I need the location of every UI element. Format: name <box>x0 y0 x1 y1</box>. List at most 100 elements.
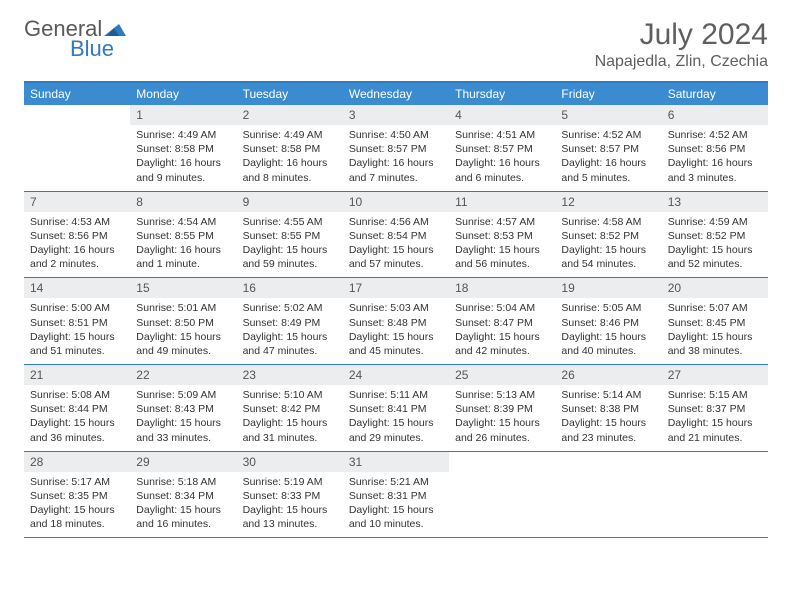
day-details: Sunrise: 5:02 AMSunset: 8:49 PMDaylight:… <box>237 298 343 364</box>
day-details: Sunrise: 4:59 AMSunset: 8:52 PMDaylight:… <box>662 212 768 278</box>
day-header: Wednesday <box>343 82 449 105</box>
calendar-cell: 31Sunrise: 5:21 AMSunset: 8:31 PMDayligh… <box>343 451 449 538</box>
day-number: 6 <box>662 105 768 125</box>
day-details: Sunrise: 5:07 AMSunset: 8:45 PMDaylight:… <box>662 298 768 364</box>
day-details: Sunrise: 4:54 AMSunset: 8:55 PMDaylight:… <box>130 212 236 278</box>
calendar-cell: 27Sunrise: 5:15 AMSunset: 8:37 PMDayligh… <box>662 365 768 452</box>
calendar-cell: 23Sunrise: 5:10 AMSunset: 8:42 PMDayligh… <box>237 365 343 452</box>
day-header: Sunday <box>24 82 130 105</box>
month-title: July 2024 <box>595 18 768 51</box>
day-number: 22 <box>130 365 236 385</box>
calendar-cell: 18Sunrise: 5:04 AMSunset: 8:47 PMDayligh… <box>449 278 555 365</box>
day-header: Friday <box>555 82 661 105</box>
day-details: Sunrise: 5:05 AMSunset: 8:46 PMDaylight:… <box>555 298 661 364</box>
day-details: Sunrise: 4:51 AMSunset: 8:57 PMDaylight:… <box>449 125 555 191</box>
day-details: Sunrise: 4:52 AMSunset: 8:57 PMDaylight:… <box>555 125 661 191</box>
calendar-cell: 12Sunrise: 4:58 AMSunset: 8:52 PMDayligh… <box>555 191 661 278</box>
day-number: 19 <box>555 278 661 298</box>
day-details: Sunrise: 4:58 AMSunset: 8:52 PMDaylight:… <box>555 212 661 278</box>
day-number: 31 <box>343 452 449 472</box>
day-details: Sunrise: 5:19 AMSunset: 8:33 PMDaylight:… <box>237 472 343 538</box>
calendar-cell: 16Sunrise: 5:02 AMSunset: 8:49 PMDayligh… <box>237 278 343 365</box>
calendar-cell: 11Sunrise: 4:57 AMSunset: 8:53 PMDayligh… <box>449 191 555 278</box>
day-details: Sunrise: 5:13 AMSunset: 8:39 PMDaylight:… <box>449 385 555 451</box>
day-details: Sunrise: 5:00 AMSunset: 8:51 PMDaylight:… <box>24 298 130 364</box>
day-number: 18 <box>449 278 555 298</box>
day-number: 28 <box>24 452 130 472</box>
calendar-cell-empty <box>662 451 768 538</box>
day-details: Sunrise: 5:17 AMSunset: 8:35 PMDaylight:… <box>24 472 130 538</box>
day-number: 9 <box>237 192 343 212</box>
day-details: Sunrise: 5:18 AMSunset: 8:34 PMDaylight:… <box>130 472 236 538</box>
day-details: Sunrise: 5:15 AMSunset: 8:37 PMDaylight:… <box>662 385 768 451</box>
day-number: 17 <box>343 278 449 298</box>
day-details: Sunrise: 4:52 AMSunset: 8:56 PMDaylight:… <box>662 125 768 191</box>
calendar-cell: 24Sunrise: 5:11 AMSunset: 8:41 PMDayligh… <box>343 365 449 452</box>
day-number: 20 <box>662 278 768 298</box>
day-number: 16 <box>237 278 343 298</box>
day-number: 29 <box>130 452 236 472</box>
day-number: 5 <box>555 105 661 125</box>
day-number: 24 <box>343 365 449 385</box>
calendar-cell: 5Sunrise: 4:52 AMSunset: 8:57 PMDaylight… <box>555 105 661 191</box>
day-number: 27 <box>662 365 768 385</box>
calendar-row: 21Sunrise: 5:08 AMSunset: 8:44 PMDayligh… <box>24 365 768 452</box>
calendar-cell: 3Sunrise: 4:50 AMSunset: 8:57 PMDaylight… <box>343 105 449 191</box>
day-details: Sunrise: 4:56 AMSunset: 8:54 PMDaylight:… <box>343 212 449 278</box>
calendar-cell-empty <box>555 451 661 538</box>
calendar-cell: 19Sunrise: 5:05 AMSunset: 8:46 PMDayligh… <box>555 278 661 365</box>
calendar-row: 7Sunrise: 4:53 AMSunset: 8:56 PMDaylight… <box>24 191 768 278</box>
day-details: Sunrise: 4:53 AMSunset: 8:56 PMDaylight:… <box>24 212 130 278</box>
calendar-cell: 9Sunrise: 4:55 AMSunset: 8:55 PMDaylight… <box>237 191 343 278</box>
location-subtitle: Napajedla, Zlin, Czechia <box>595 53 768 71</box>
calendar-cell: 10Sunrise: 4:56 AMSunset: 8:54 PMDayligh… <box>343 191 449 278</box>
day-details: Sunrise: 4:50 AMSunset: 8:57 PMDaylight:… <box>343 125 449 191</box>
calendar-cell: 25Sunrise: 5:13 AMSunset: 8:39 PMDayligh… <box>449 365 555 452</box>
day-details: Sunrise: 5:09 AMSunset: 8:43 PMDaylight:… <box>130 385 236 451</box>
calendar-cell: 30Sunrise: 5:19 AMSunset: 8:33 PMDayligh… <box>237 451 343 538</box>
day-details: Sunrise: 5:01 AMSunset: 8:50 PMDaylight:… <box>130 298 236 364</box>
day-details: Sunrise: 5:04 AMSunset: 8:47 PMDaylight:… <box>449 298 555 364</box>
day-number: 8 <box>130 192 236 212</box>
calendar-row: 1Sunrise: 4:49 AMSunset: 8:58 PMDaylight… <box>24 105 768 191</box>
calendar-cell: 7Sunrise: 4:53 AMSunset: 8:56 PMDaylight… <box>24 191 130 278</box>
day-details: Sunrise: 5:03 AMSunset: 8:48 PMDaylight:… <box>343 298 449 364</box>
calendar-cell: 4Sunrise: 4:51 AMSunset: 8:57 PMDaylight… <box>449 105 555 191</box>
page-header: GeneralBlue July 2024 Napajedla, Zlin, C… <box>24 18 768 71</box>
day-number: 21 <box>24 365 130 385</box>
day-number: 25 <box>449 365 555 385</box>
calendar-cell: 26Sunrise: 5:14 AMSunset: 8:38 PMDayligh… <box>555 365 661 452</box>
day-number: 26 <box>555 365 661 385</box>
day-details: Sunrise: 5:14 AMSunset: 8:38 PMDaylight:… <box>555 385 661 451</box>
day-number: 30 <box>237 452 343 472</box>
calendar-cell: 28Sunrise: 5:17 AMSunset: 8:35 PMDayligh… <box>24 451 130 538</box>
day-number: 11 <box>449 192 555 212</box>
day-number: 23 <box>237 365 343 385</box>
calendar-cell-empty <box>24 105 130 191</box>
calendar-row: 14Sunrise: 5:00 AMSunset: 8:51 PMDayligh… <box>24 278 768 365</box>
brand-part2: Blue <box>24 38 126 60</box>
calendar-cell: 22Sunrise: 5:09 AMSunset: 8:43 PMDayligh… <box>130 365 236 452</box>
calendar-cell: 29Sunrise: 5:18 AMSunset: 8:34 PMDayligh… <box>130 451 236 538</box>
calendar-cell: 17Sunrise: 5:03 AMSunset: 8:48 PMDayligh… <box>343 278 449 365</box>
calendar-cell: 1Sunrise: 4:49 AMSunset: 8:58 PMDaylight… <box>130 105 236 191</box>
day-number: 2 <box>237 105 343 125</box>
day-number: 10 <box>343 192 449 212</box>
day-number: 13 <box>662 192 768 212</box>
day-details: Sunrise: 5:10 AMSunset: 8:42 PMDaylight:… <box>237 385 343 451</box>
day-details: Sunrise: 4:49 AMSunset: 8:58 PMDaylight:… <box>237 125 343 191</box>
calendar-body: 1Sunrise: 4:49 AMSunset: 8:58 PMDaylight… <box>24 105 768 538</box>
day-number: 15 <box>130 278 236 298</box>
day-number: 7 <box>24 192 130 212</box>
day-details: Sunrise: 4:57 AMSunset: 8:53 PMDaylight:… <box>449 212 555 278</box>
day-number: 14 <box>24 278 130 298</box>
day-number: 1 <box>130 105 236 125</box>
calendar-cell: 6Sunrise: 4:52 AMSunset: 8:56 PMDaylight… <box>662 105 768 191</box>
calendar-header-row: SundayMondayTuesdayWednesdayThursdayFrid… <box>24 82 768 105</box>
calendar-cell: 14Sunrise: 5:00 AMSunset: 8:51 PMDayligh… <box>24 278 130 365</box>
title-block: July 2024 Napajedla, Zlin, Czechia <box>595 18 768 71</box>
day-details: Sunrise: 4:49 AMSunset: 8:58 PMDaylight:… <box>130 125 236 191</box>
day-details: Sunrise: 4:55 AMSunset: 8:55 PMDaylight:… <box>237 212 343 278</box>
calendar-cell: 21Sunrise: 5:08 AMSunset: 8:44 PMDayligh… <box>24 365 130 452</box>
calendar-cell: 15Sunrise: 5:01 AMSunset: 8:50 PMDayligh… <box>130 278 236 365</box>
